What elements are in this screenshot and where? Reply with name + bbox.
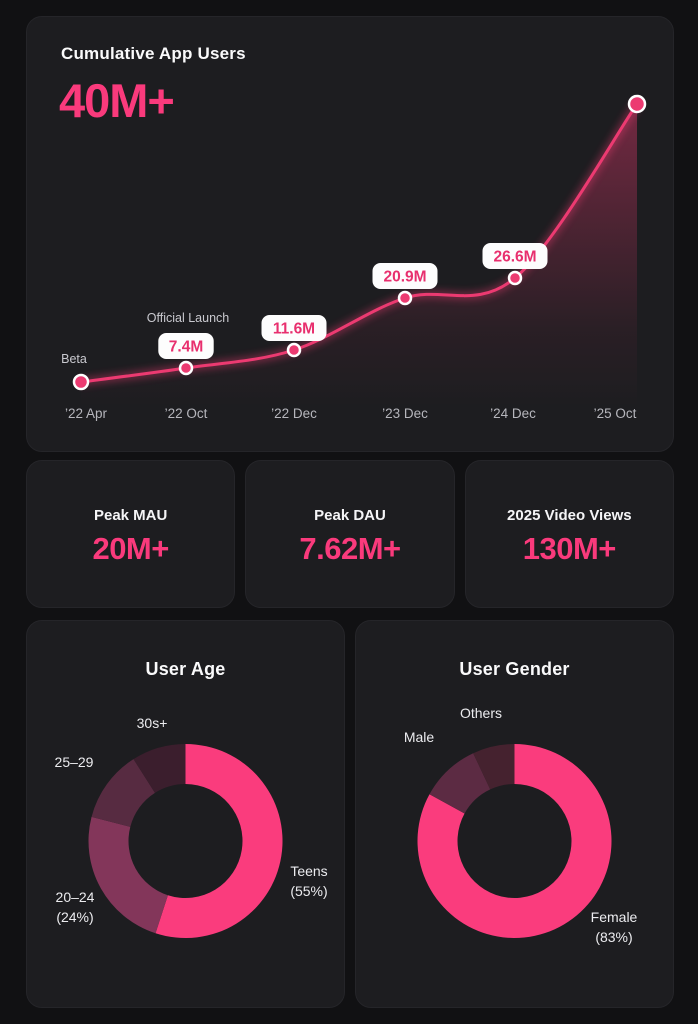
gender-label-female-text: Female bbox=[590, 909, 638, 926]
age-label-teens-pct: (55%) bbox=[290, 883, 328, 899]
user-gender-card: User Gender Others Male Female (83%) bbox=[355, 620, 674, 1008]
svg-text:7.4M: 7.4M bbox=[169, 339, 203, 356]
stat-label: Peak MAU bbox=[93, 507, 168, 524]
cumulative-users-card: ’22 Apr ’22 Oct ’22 Dec ’23 Dec ’24 Dec ’25 O… bbox=[26, 16, 674, 452]
svg-text:26.6M: 26.6M bbox=[493, 249, 536, 266]
svg-text:Beta: Beta bbox=[61, 352, 87, 366]
age-label-20-24: 20–24 (24%) bbox=[56, 888, 95, 928]
gender-label-female: Female (83%) bbox=[591, 908, 638, 948]
stat-card-peak-dau: Peak DAU 7.62M+ bbox=[245, 460, 455, 608]
svg-text:’25 Oct: ’25 Oct bbox=[594, 406, 637, 421]
user-age-title: User Age bbox=[145, 659, 226, 679]
svg-text:’22 Oct: ’22 Oct bbox=[165, 406, 208, 421]
svg-text:20.9M: 20.9M bbox=[383, 269, 426, 286]
user-gender-donut bbox=[417, 744, 612, 938]
stat-value: 130M+ bbox=[522, 531, 617, 566]
svg-text:’24 Dec: ’24 Dec bbox=[490, 406, 536, 421]
stat-card-peak-mau: Peak MAU 20M+ bbox=[26, 460, 236, 608]
age-label-20-24-pct: (24%) bbox=[56, 909, 94, 925]
stat-label: Peak DAU bbox=[314, 507, 386, 524]
cumulative-line-chart: ’22 Apr ’22 Oct ’22 Dec ’23 Dec ’24 Dec ’25 O… bbox=[61, 94, 647, 421]
stat-value: 7.62M+ bbox=[299, 531, 401, 566]
age-label-30s: 30s+ bbox=[136, 715, 168, 732]
svg-text:Official Launch: Official Launch bbox=[147, 311, 230, 325]
svg-text:’22 Dec: ’22 Dec bbox=[271, 406, 317, 421]
age-label-teens-text: Teens bbox=[290, 863, 328, 880]
stat-value: 20M+ bbox=[92, 531, 169, 566]
stats-row: Peak MAU 20M+ Peak DAU 7.62M+ 2025 Video… bbox=[26, 460, 674, 608]
svg-text:’22 Apr: ’22 Apr bbox=[65, 406, 108, 421]
cumulative-card-title: Cumulative App Users bbox=[61, 44, 246, 63]
age-label-25-29: 25–29 bbox=[54, 754, 94, 771]
age-label-teens: Teens (55%) bbox=[290, 862, 327, 902]
gender-label-others: Others bbox=[459, 705, 503, 722]
svg-text:’23 Dec: ’23 Dec bbox=[382, 406, 428, 421]
stat-label: 2025 Video Views bbox=[507, 507, 632, 524]
gender-label-male: Male bbox=[403, 729, 435, 746]
age-label-20-24-text: 20–24 bbox=[55, 889, 95, 906]
stat-card-video-views: 2025 Video Views 130M+ bbox=[464, 460, 674, 608]
gender-label-female-pct: (83%) bbox=[595, 929, 633, 945]
svg-text:11.6M: 11.6M bbox=[273, 321, 315, 338]
user-age-card: User Age 30s+ 25–29 20–24 (24%) Teens (5… bbox=[26, 620, 345, 1008]
user-age-donut bbox=[88, 744, 283, 938]
cumulative-total-value: 40M+ bbox=[59, 74, 175, 127]
user-gender-title: User Gender bbox=[459, 659, 570, 679]
